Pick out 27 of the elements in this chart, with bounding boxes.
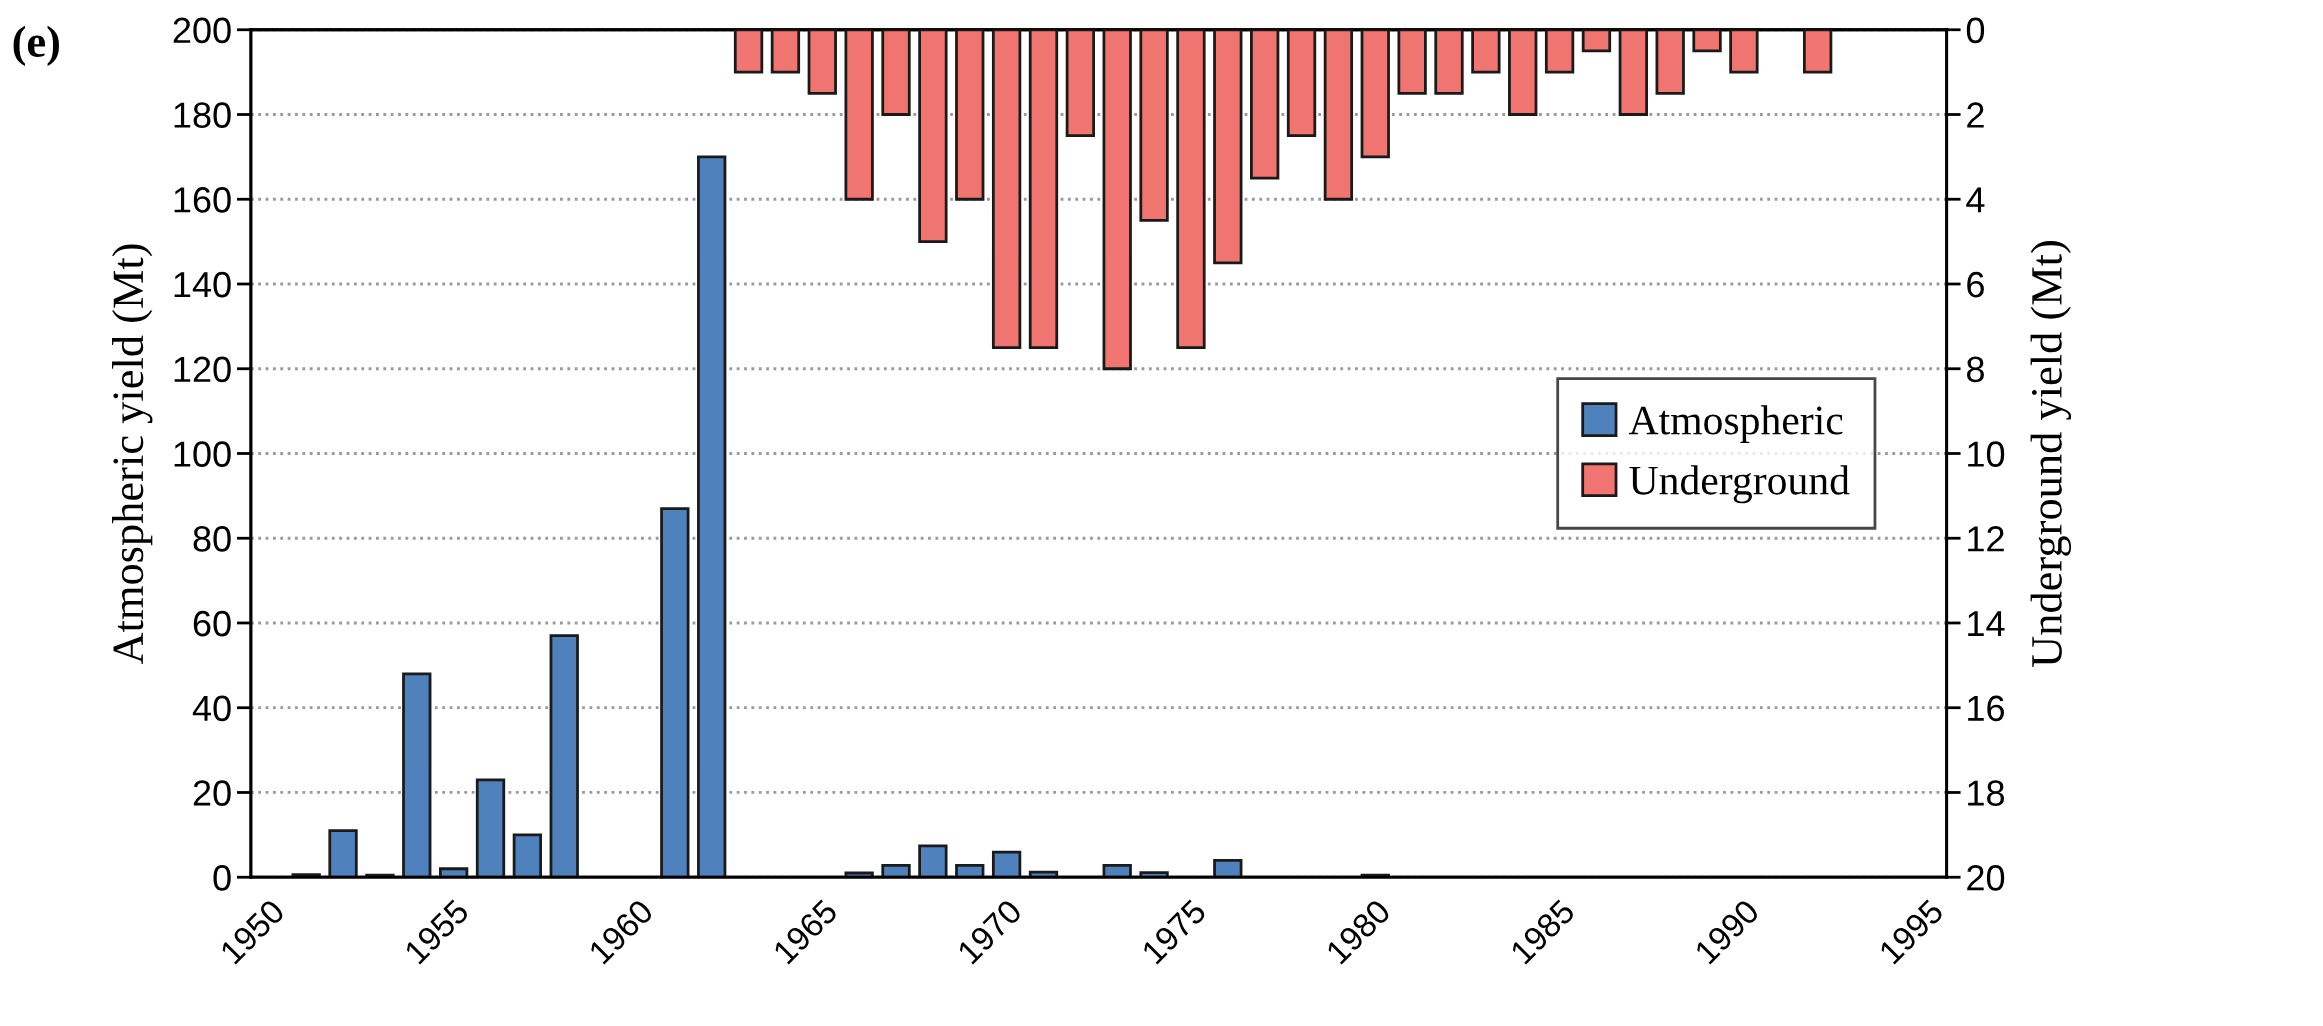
legend-label: Underground [1629, 465, 1850, 504]
y2-tick-label: 6 [1967, 271, 1984, 298]
y2-tick-label: 20 [1967, 865, 2005, 891]
y2-tick-label: 12 [1968, 526, 2004, 552]
y-tick-label: 80 [193, 526, 231, 552]
text: (e) [13, 25, 59, 66]
y-tick-label: 100 [174, 441, 231, 467]
y2-tick-label: 10 [1968, 441, 2005, 467]
y-tick-label: 0 [213, 865, 231, 891]
y-tick-label: 140 [174, 271, 231, 298]
y-tick-label: 120 [174, 356, 231, 383]
y-tick-label: 160 [174, 187, 231, 213]
y-axis-title: Atmospheric yield (Mt) [112, 244, 153, 665]
y2-tick-label: 14 [1968, 611, 2005, 637]
legend-label: Atmospheric [1628, 405, 1843, 444]
y-tick-label: 20 [193, 780, 231, 806]
y2-tick-label: 16 [1968, 695, 2004, 722]
y2-tick-label: 18 [1968, 780, 2005, 806]
y-tick-label: 180 [174, 102, 231, 128]
y-tick-label: 60 [193, 610, 231, 637]
y2-tick-label: 0 [1966, 17, 1985, 44]
y2-tick-label: 4 [1966, 187, 1985, 213]
y-tick-label: 40 [192, 695, 231, 722]
y2-tick-label: 2 [1967, 102, 1984, 128]
y-tick-label: 200 [173, 17, 231, 44]
y2-tick-label: 8 [1966, 356, 1984, 383]
y2-axis-title: Underground yield (Mt) [2030, 241, 2072, 667]
